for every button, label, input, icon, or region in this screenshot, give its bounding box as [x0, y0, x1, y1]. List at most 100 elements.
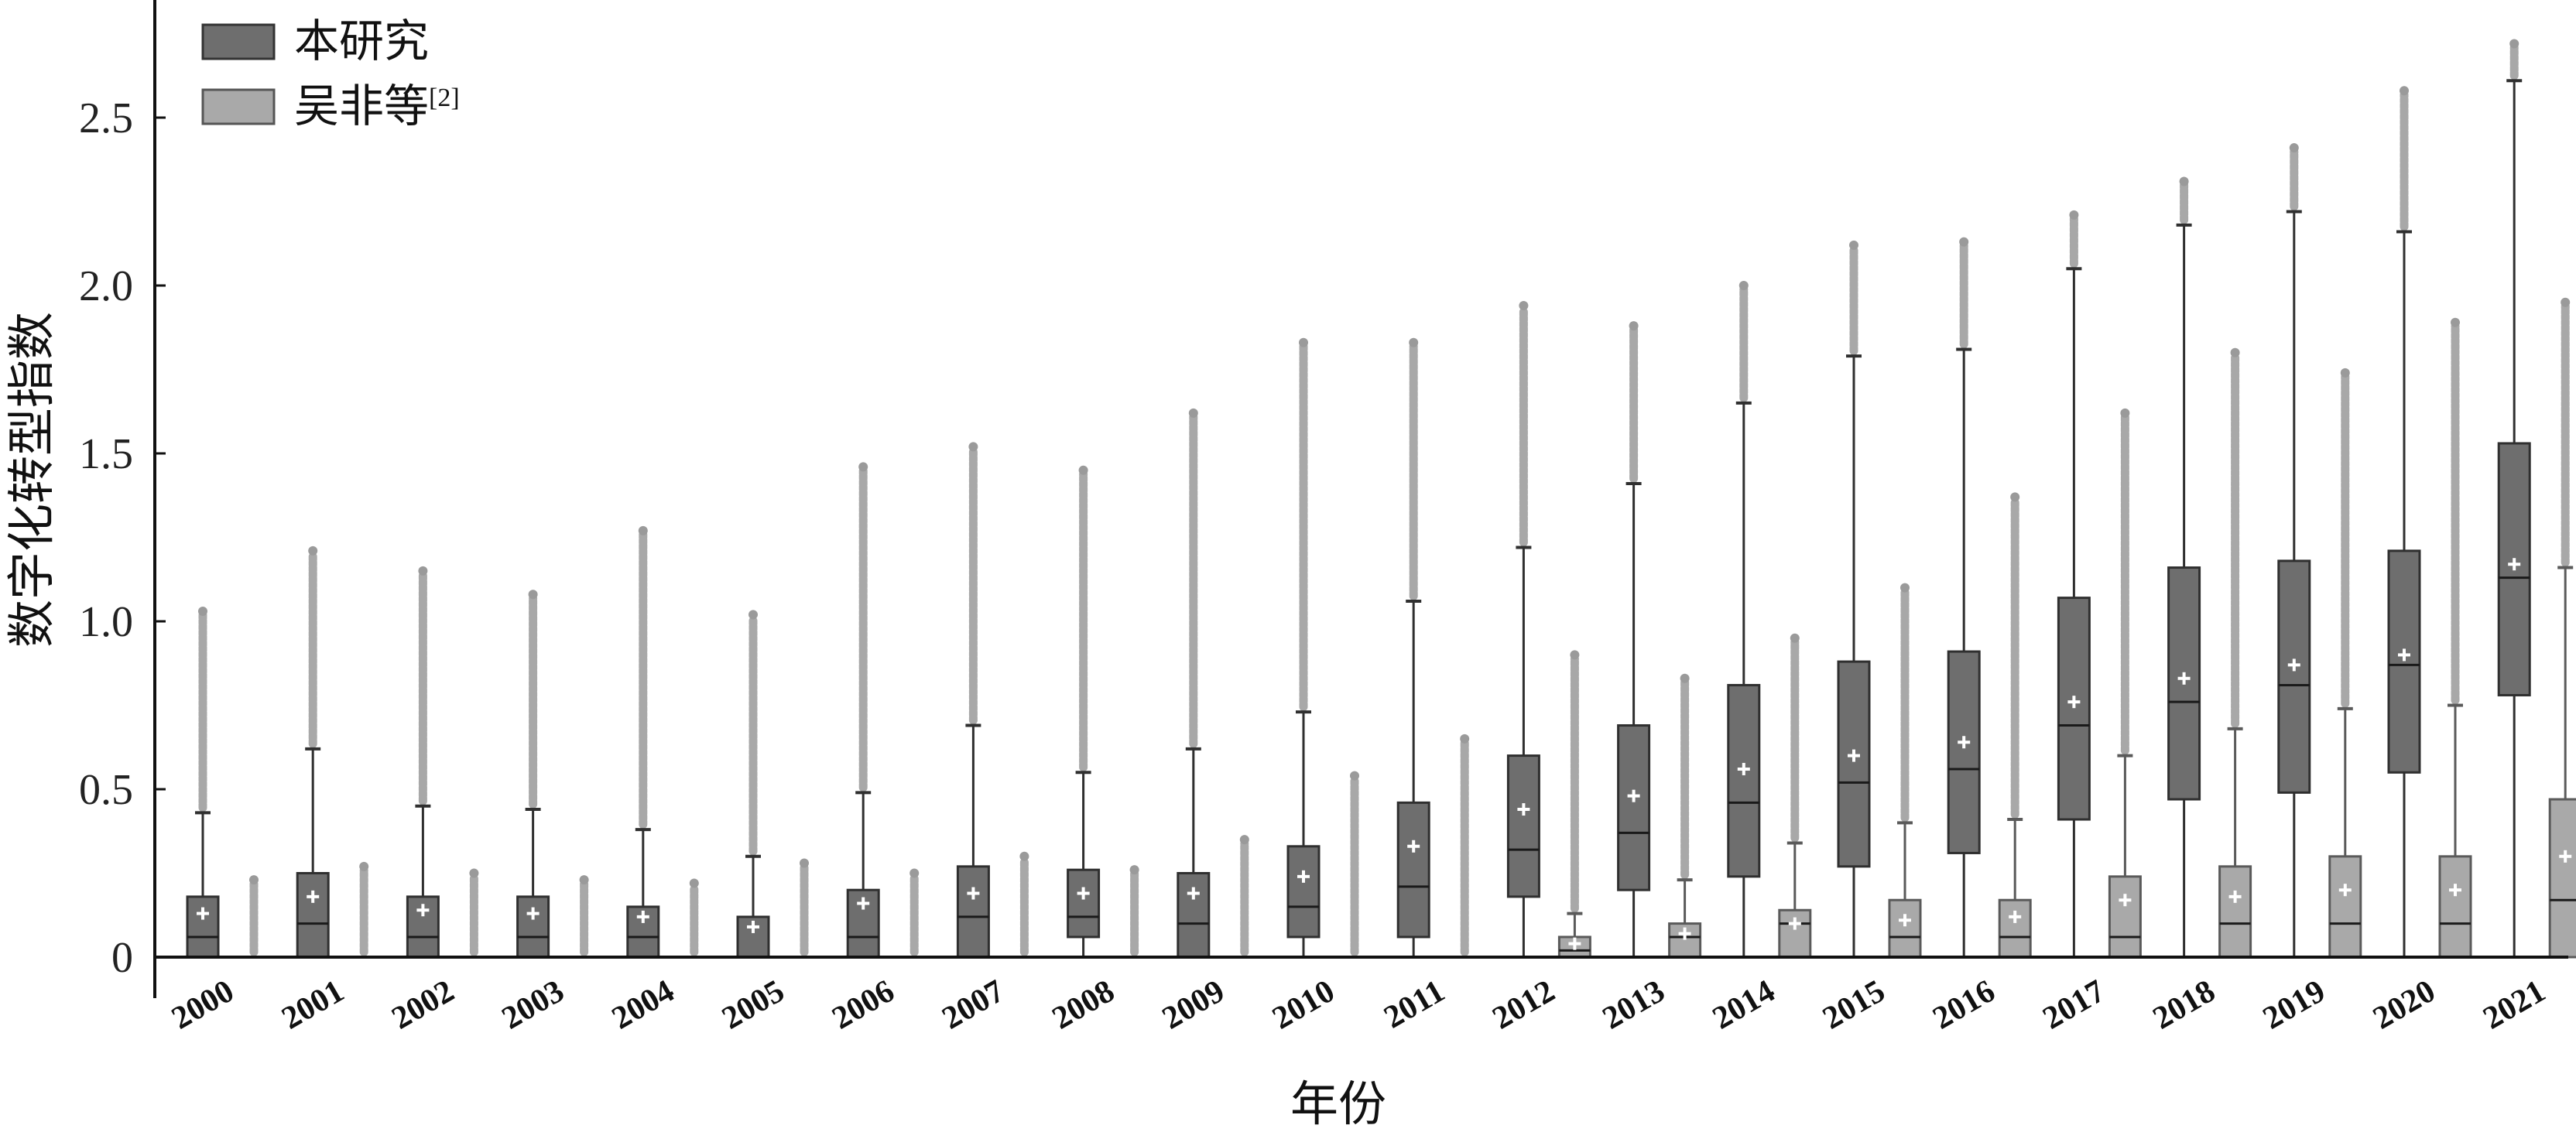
- x-tick-label: 2008: [1046, 973, 1121, 1037]
- outlier-max-point: [2340, 368, 2350, 378]
- iqr-box: [626, 905, 660, 959]
- box-group: [1617, 321, 1651, 957]
- iqr-box: [1888, 898, 1922, 959]
- box-group: [2328, 368, 2362, 959]
- box-group: [1998, 492, 2032, 959]
- outlier-max-point: [1078, 465, 1088, 475]
- box-group: [1286, 337, 1321, 957]
- box-group: [359, 861, 369, 956]
- outlier-max-point: [1900, 583, 1910, 593]
- box-group: [1557, 650, 1591, 959]
- iqr-box: [2328, 855, 2362, 959]
- box-group: [2387, 86, 2421, 957]
- box-group: [2218, 347, 2252, 959]
- box-group: [2057, 210, 2091, 957]
- outlier-max-point: [2179, 176, 2189, 186]
- outlier-max-point: [1350, 771, 1359, 781]
- outlier-max-point: [2010, 492, 2020, 502]
- iqr-box: [296, 872, 330, 959]
- box-group: [956, 442, 990, 959]
- outlier-max-point: [800, 858, 809, 868]
- outlier-max-point: [579, 875, 589, 885]
- box-plot-series: [186, 39, 2576, 959]
- box-group: [516, 590, 550, 959]
- outlier-max-point: [2400, 86, 2409, 96]
- box-group: [2108, 408, 2142, 959]
- outlier-max-point: [1738, 281, 1749, 290]
- x-tick-label: 2017: [2037, 973, 2112, 1037]
- outlier-max-point: [1629, 321, 1639, 331]
- legend-swatch-wu: [201, 88, 276, 125]
- iqr-box: [2548, 798, 2576, 959]
- x-tick-label: 2001: [276, 973, 350, 1037]
- outlier-max-point: [858, 462, 868, 472]
- outlier-max-point: [1019, 851, 1029, 861]
- box-group: [2277, 143, 2311, 957]
- box-group: [1837, 240, 1871, 957]
- outlier-max-point: [1519, 301, 1529, 311]
- outlier-max-point: [418, 566, 428, 576]
- iqr-box: [1177, 872, 1211, 959]
- iqr-box: [2438, 855, 2472, 959]
- x-tick-label: 2007: [937, 973, 1011, 1037]
- box-group: [1129, 865, 1139, 956]
- iqr-box: [1286, 845, 1321, 939]
- legend: 本研究 吴非等[2]: [201, 15, 460, 132]
- box-group: [1019, 851, 1029, 956]
- box-group: [1888, 583, 1922, 959]
- outlier-max-point: [469, 868, 479, 878]
- box-group: [1506, 301, 1540, 957]
- iqr-box: [1947, 650, 1981, 854]
- box-group: [296, 545, 330, 959]
- x-tick-label: 2009: [1156, 973, 1231, 1037]
- x-tick-label: 2015: [1817, 973, 1891, 1037]
- iqr-box: [186, 895, 220, 959]
- iqr-box: [406, 895, 440, 959]
- outlier-max-point: [528, 590, 538, 600]
- iqr-box: [1396, 801, 1430, 939]
- outlier-max-point: [249, 875, 259, 885]
- x-tick-label: 2016: [1927, 973, 2001, 1037]
- box-group: [736, 610, 770, 959]
- box-group: [626, 525, 660, 959]
- x-tick-label: 2002: [386, 973, 461, 1037]
- box-group: [846, 462, 880, 959]
- iqr-box: [1067, 868, 1101, 939]
- x-tick-label: 2021: [2477, 973, 2551, 1037]
- x-tick-label: 2005: [716, 973, 790, 1037]
- box-group: [2167, 176, 2201, 957]
- box-group: [186, 606, 220, 959]
- iqr-box: [516, 895, 550, 959]
- outlier-max-point: [2069, 210, 2079, 220]
- outlier-max-point: [359, 861, 369, 871]
- iqr-box: [2218, 865, 2252, 959]
- y-axis-label: 数字化转型指数: [3, 312, 60, 648]
- outlier-max-point: [1239, 835, 1249, 845]
- box-group: [579, 875, 589, 956]
- box-group: [1947, 237, 1981, 957]
- y-tick-label: 0: [111, 934, 133, 982]
- box-group: [909, 868, 920, 956]
- legend-swatch-ours: [201, 23, 276, 60]
- outlier-max-point: [1680, 673, 1690, 683]
- box-group: [1668, 673, 1702, 959]
- outlier-max-point: [1460, 734, 1470, 744]
- x-axis-label: 年份: [1290, 1076, 1386, 1132]
- iqr-box: [1998, 898, 2032, 959]
- iqr-box: [1727, 683, 1761, 878]
- outlier-max-point: [2120, 408, 2130, 418]
- x-tick-label: 2003: [496, 973, 570, 1037]
- y-tick-label: 2.5: [79, 94, 133, 142]
- box-group: [1727, 281, 1761, 957]
- legend-label-ours: 本研究: [294, 15, 429, 67]
- iqr-box: [2387, 549, 2421, 774]
- y-tick-label: 1.0: [79, 598, 133, 646]
- x-tick-label: 2011: [1378, 973, 1451, 1036]
- outlier-max-point: [748, 610, 758, 620]
- x-tick-label: 2018: [2147, 973, 2221, 1037]
- outlier-max-point: [2509, 39, 2519, 49]
- legend-label-wu-name: 吴非等: [294, 80, 429, 132]
- x-tick-label: 2019: [2257, 973, 2331, 1037]
- box-group: [1778, 633, 1812, 959]
- outlier-max-point: [1299, 337, 1308, 347]
